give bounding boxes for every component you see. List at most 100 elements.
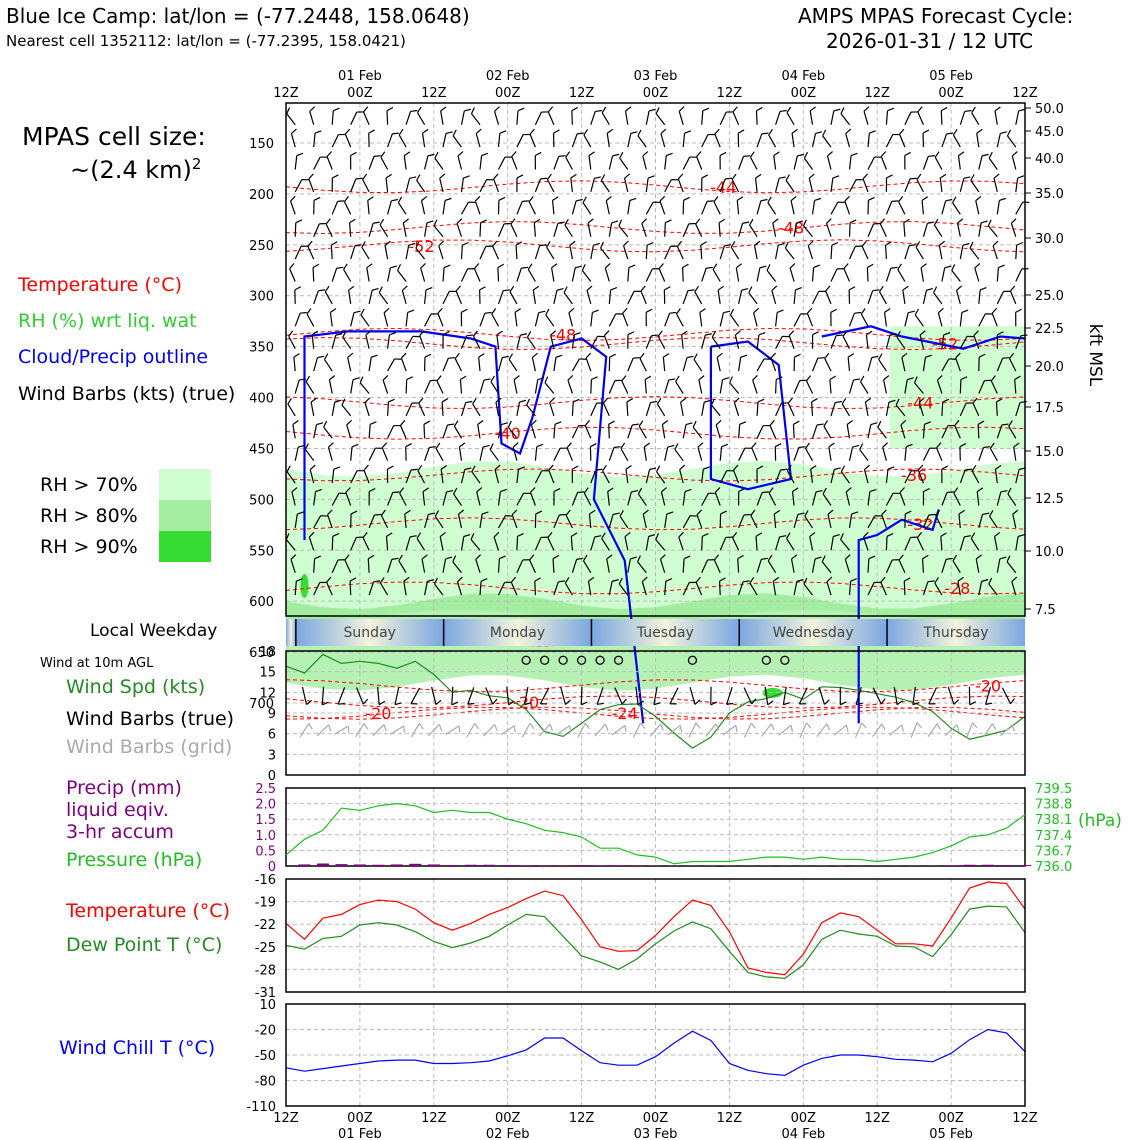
barb-staff (1000, 724, 1013, 737)
wind-barb (701, 200, 714, 215)
y-tick-label: 12 (259, 686, 276, 701)
wind-barb-staff (285, 539, 296, 551)
wind-barb (978, 379, 992, 394)
wind-barb (971, 464, 980, 484)
wind-barb (863, 106, 870, 125)
wind-barb (787, 397, 795, 417)
wind-barb (571, 491, 585, 506)
wind-barb (608, 286, 618, 304)
wind-barb (914, 308, 924, 327)
wind-barb-staff (937, 312, 943, 327)
wind-barb-staff (368, 156, 375, 170)
wind-barb (904, 443, 913, 461)
wind-barb-flag (770, 352, 777, 359)
wind-speed-label: Wind Spd (kts) (66, 676, 206, 698)
surface-wind-barb-true (968, 686, 976, 706)
wind-barb (588, 151, 595, 170)
wind-barb (678, 106, 685, 125)
wind-barb (418, 397, 426, 417)
wind-barb-flag (612, 512, 620, 515)
wind-barbs-grid-label: Wind Barbs (grid) (66, 736, 233, 758)
wind-barb (620, 442, 629, 461)
wind-barb (474, 195, 481, 215)
top-date-label: 05 Feb (929, 69, 973, 84)
wind-barb (323, 353, 333, 372)
wind-barb-staff (308, 178, 315, 193)
wind-barb-staff (565, 515, 573, 529)
wind-barb-flag (793, 420, 800, 425)
wind-barb (313, 555, 321, 573)
windchill-line (285, 1028, 1026, 1077)
wind-barb-flag (529, 128, 535, 135)
wind-barb (307, 240, 315, 260)
wind-barb (848, 286, 856, 304)
bottom-hour-label: 12Z (421, 1111, 447, 1126)
wind-barb (682, 581, 696, 596)
wind-barb-flag (622, 307, 628, 314)
wind-barb (534, 177, 548, 193)
wind-barb-staff (496, 334, 500, 349)
wind-barb (590, 535, 602, 551)
wind-barb (313, 289, 326, 305)
wind-barb-staff (827, 514, 832, 529)
wind-barb-staff (914, 314, 924, 327)
wind-barb-staff (844, 559, 851, 573)
wind-barb-staff (435, 448, 444, 461)
wind-barb-staff (933, 292, 943, 305)
wind-barb-flag (788, 330, 795, 336)
surface-wind-barb-grid (889, 724, 904, 736)
rh-90-label: RH > 90% (40, 536, 138, 558)
wind-barb (756, 424, 770, 439)
weekday-label: Monday (490, 625, 545, 641)
wind-barb-flag (805, 375, 812, 382)
wind-barb-flag (424, 353, 432, 358)
wind-barb-flag (637, 555, 641, 562)
wind-barb-flag (351, 443, 359, 448)
wind-barb-staff (344, 559, 352, 573)
barb-flag (621, 698, 627, 705)
wind-barb-staff (921, 200, 924, 215)
wind-barb (768, 129, 777, 148)
wind-barb-flag (484, 311, 492, 314)
wind-barb (738, 447, 752, 461)
wind-barb-staff (585, 357, 592, 372)
barb-flag (928, 703, 936, 705)
wind-barb-flag (584, 419, 590, 426)
barb-staff (394, 686, 400, 705)
surface-wind-barb-true (984, 686, 993, 706)
wind-barb (921, 554, 929, 573)
wind-barb-flag (956, 285, 962, 291)
wind-barb (793, 512, 805, 529)
wind-barb (664, 245, 678, 260)
wind-barb (457, 151, 464, 170)
wind-barb (811, 556, 822, 573)
wind-barb-staff (553, 424, 556, 439)
wind-barb (951, 264, 961, 282)
wind-barb (922, 288, 934, 305)
wind-barb (311, 330, 319, 349)
wind-barb-staff (867, 582, 875, 596)
wind-barb-staff (716, 357, 721, 372)
wind-barb-flag (898, 196, 904, 203)
wind-barb (756, 557, 769, 573)
wind-barb-flag (438, 240, 445, 247)
wind-barb-flag (936, 442, 942, 449)
wind-barb-flag (752, 375, 758, 381)
barb-flag (1011, 724, 1015, 732)
surface-wind-barb-grid (632, 722, 646, 738)
surface-wind-barb-grid (611, 725, 627, 736)
y-tick-label: -110 (246, 1100, 276, 1115)
wind-barb (941, 332, 951, 349)
wind-barb (809, 531, 816, 551)
wind-barb-flag (503, 289, 510, 292)
wind-barb-staff (1015, 268, 1023, 282)
wind-barb-staff (490, 381, 500, 394)
wind-barb-staff (637, 493, 647, 506)
wind-barb-staff (331, 201, 339, 215)
wind-barb-flag (780, 468, 788, 471)
wind-barb-staff (324, 291, 333, 305)
wind-barb-staff (769, 425, 777, 439)
barb-flag (790, 725, 794, 732)
barb-flag (653, 702, 661, 706)
wind-barb-flag (510, 218, 516, 225)
